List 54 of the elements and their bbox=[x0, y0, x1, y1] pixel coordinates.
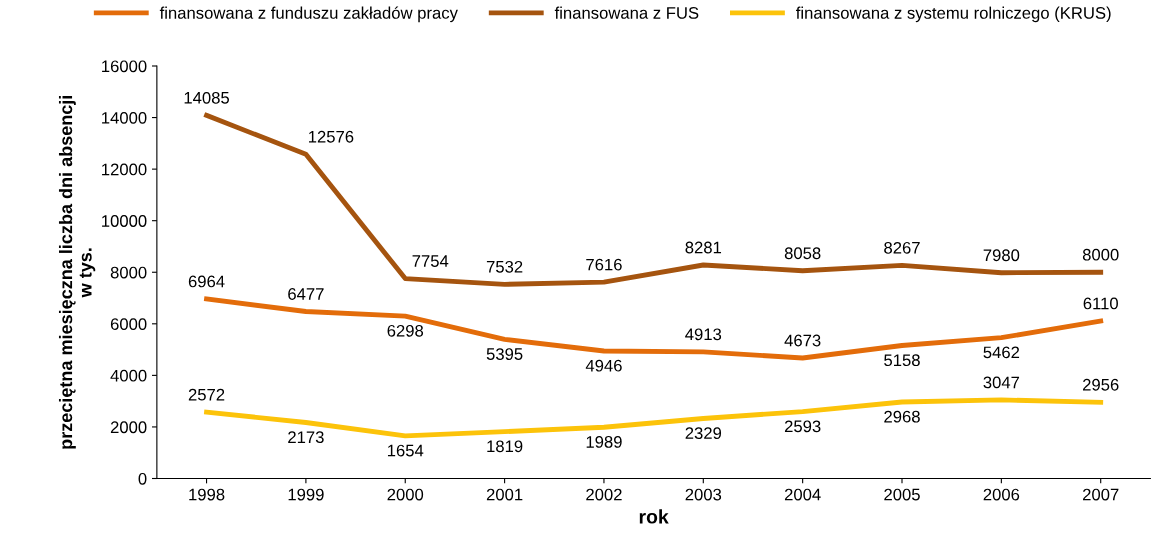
data-label: 2593 bbox=[784, 420, 821, 433]
x-tick-label: 2004 bbox=[784, 488, 821, 501]
x-tick-label: 2006 bbox=[983, 488, 1020, 501]
x-tick-label: 2007 bbox=[1083, 488, 1119, 501]
y-axis-title: przeciętna miesięczna liczba dni absencji w tys. bbox=[58, 95, 96, 449]
data-label: 2329 bbox=[685, 427, 722, 440]
data-label: 6298 bbox=[387, 324, 424, 337]
data-label: 8000 bbox=[1082, 248, 1119, 261]
x-tick-label: 2002 bbox=[586, 488, 622, 501]
data-label: 8058 bbox=[784, 247, 821, 260]
data-label: 4946 bbox=[585, 359, 622, 372]
data-label: 7616 bbox=[586, 258, 622, 271]
legend-label: finansowana z systemu rolniczego (KRUS) bbox=[796, 6, 1111, 23]
data-label: 7980 bbox=[983, 249, 1020, 262]
y-tick-label: 6000 bbox=[110, 318, 147, 331]
x-tick-label: 2005 bbox=[884, 488, 920, 501]
x-tick-label: 1999 bbox=[288, 488, 324, 501]
data-label: 7532 bbox=[486, 260, 523, 273]
data-label: 5395 bbox=[486, 348, 523, 360]
y-tick-label: 4000 bbox=[110, 369, 147, 382]
x-tick-label: 2000 bbox=[387, 488, 424, 501]
legend-label: finansowana z funduszu zakładów pracy bbox=[159, 6, 458, 23]
data-label: 2572 bbox=[188, 388, 225, 401]
data-label: 5462 bbox=[983, 346, 1020, 359]
y-tick-label: 8000 bbox=[110, 266, 147, 279]
legend-label: finansowana z FUS bbox=[554, 6, 699, 19]
data-label: 6477 bbox=[288, 288, 324, 300]
data-label: 1819 bbox=[487, 440, 523, 453]
data-label: 2956 bbox=[1083, 378, 1119, 391]
y-tick-label: 2000 bbox=[110, 421, 147, 434]
y-tick-label: 12000 bbox=[102, 163, 147, 176]
data-label: 6964 bbox=[188, 275, 225, 288]
data-label: 7754 bbox=[412, 255, 449, 267]
data-label: 12576 bbox=[309, 130, 354, 143]
data-label: 8267 bbox=[884, 241, 920, 254]
x-tick-label: 2001 bbox=[486, 488, 523, 501]
data-label: 8281 bbox=[685, 241, 722, 254]
data-label: 4673 bbox=[784, 334, 821, 347]
data-label: 14085 bbox=[184, 91, 230, 104]
data-label: 4913 bbox=[685, 328, 722, 341]
y-tick-label: 0 bbox=[138, 472, 147, 485]
y-tick-label: 10000 bbox=[102, 215, 147, 227]
x-axis-title: rok bbox=[639, 509, 669, 524]
y-tick-label: 16000 bbox=[102, 60, 147, 73]
y-tick-label: 14000 bbox=[102, 111, 147, 124]
data-label: 6110 bbox=[1083, 297, 1118, 310]
data-label: 2968 bbox=[884, 410, 920, 423]
x-tick-label: 1998 bbox=[189, 488, 225, 501]
data-label: 5158 bbox=[884, 354, 920, 367]
x-tick-label: 2003 bbox=[685, 488, 722, 501]
data-label: 1989 bbox=[586, 435, 622, 448]
data-label: 2173 bbox=[288, 431, 324, 444]
data-label: 1654 bbox=[387, 444, 424, 457]
data-label: 3047 bbox=[983, 376, 1020, 389]
